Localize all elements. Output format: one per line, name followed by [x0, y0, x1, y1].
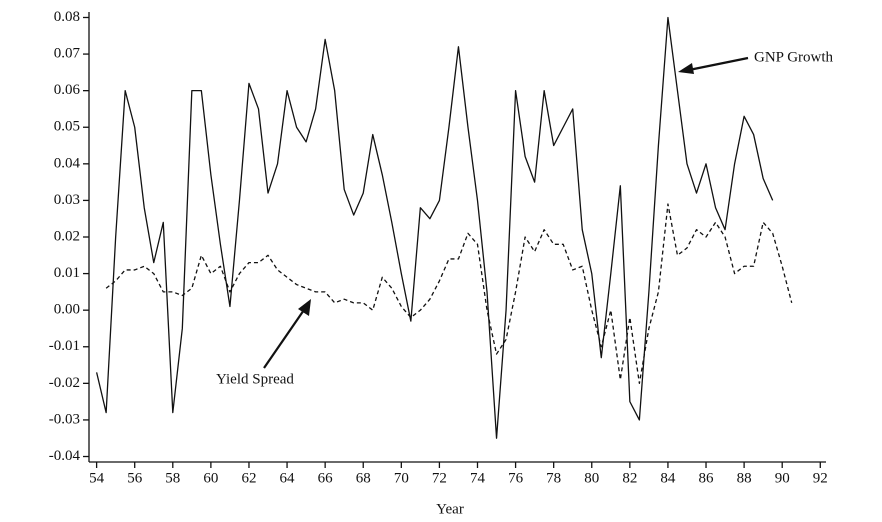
x-tick-label: 76 — [508, 470, 524, 486]
x-tick-label: 92 — [813, 470, 828, 486]
arrowhead — [678, 63, 694, 74]
y-tick-label: 0.02 — [54, 228, 80, 244]
y-tick-label: 0.03 — [54, 192, 80, 208]
x-tick-label: 54 — [89, 470, 105, 486]
y-tick-label: 0.06 — [54, 82, 81, 98]
x-tick-label: 84 — [660, 470, 676, 486]
x-tick-label: 64 — [280, 470, 296, 486]
y-tick-label: 0.01 — [54, 265, 80, 281]
x-tick-label: 90 — [775, 470, 790, 486]
y-tick-label: -0.02 — [49, 375, 80, 391]
y-tick-label: -0.01 — [49, 338, 80, 354]
x-tick-label: 88 — [737, 470, 752, 486]
series-line — [105, 203, 793, 384]
x-tick-label: 86 — [699, 470, 715, 486]
annotation-arrow — [263, 306, 307, 369]
x-tick-label: 72 — [432, 470, 447, 486]
x-axis-label: Year — [436, 501, 464, 517]
x-tick-label: 60 — [203, 470, 218, 486]
x-tick-label: 58 — [165, 470, 180, 486]
arrowhead — [298, 299, 311, 316]
y-tick-label: -0.03 — [49, 411, 80, 427]
annotation: GNP Growth — [754, 49, 834, 65]
annotation: Yield Spread — [216, 371, 294, 387]
x-tick-label: 68 — [356, 470, 371, 486]
series-line — [95, 16, 774, 439]
y-tick-label: 0.07 — [54, 46, 81, 62]
y-tick-label: 0.04 — [54, 155, 81, 171]
y-tick-label: 0.08 — [54, 9, 80, 25]
x-tick-label: 74 — [470, 470, 486, 486]
x-tick-label: 70 — [394, 470, 409, 486]
y-tick-label: -0.04 — [49, 448, 81, 464]
y-tick-label: 0.05 — [54, 119, 80, 135]
y-tick-label: 0.00 — [54, 302, 80, 318]
x-tick-label: 82 — [622, 470, 637, 486]
x-tick-label: 78 — [546, 470, 561, 486]
x-tick-label: 80 — [584, 470, 599, 486]
annotation-arrow — [683, 56, 749, 73]
x-tick-label: 56 — [127, 470, 143, 486]
x-tick-label: 62 — [241, 470, 256, 486]
x-tick-label: 66 — [318, 470, 334, 486]
